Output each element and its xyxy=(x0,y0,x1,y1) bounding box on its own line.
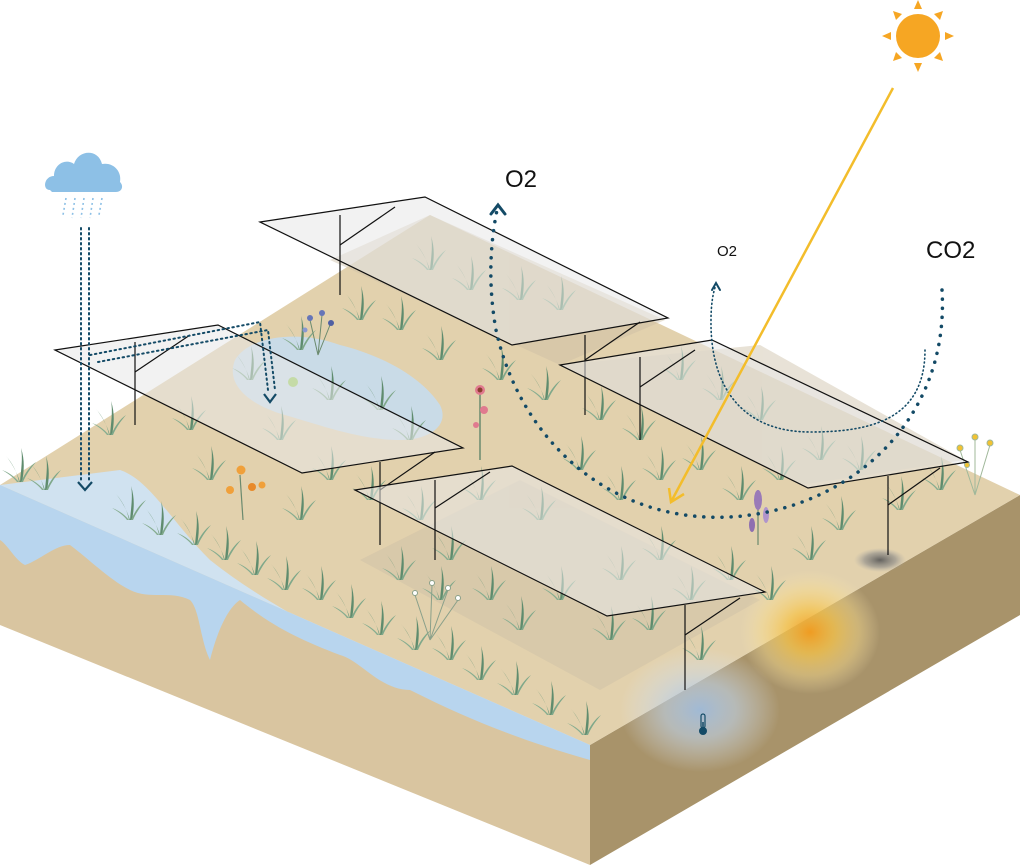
o2-large-label: O2 xyxy=(505,166,537,193)
thermometer-icon xyxy=(699,713,707,735)
o2-small-arc xyxy=(710,284,926,433)
coneflower xyxy=(473,385,488,460)
water-stream xyxy=(0,470,590,760)
solar-panels xyxy=(53,196,970,690)
blue-flowers xyxy=(302,310,334,356)
solar-panel-4 xyxy=(353,465,767,690)
o2-small-label: O2 xyxy=(717,243,737,260)
rain-flow-arrows xyxy=(80,227,276,481)
cool-zone xyxy=(620,648,780,772)
purple-lavender xyxy=(749,490,769,545)
heat-zone xyxy=(740,570,880,694)
o2-large-arc xyxy=(489,208,945,519)
sun-ray-arrowhead xyxy=(667,487,685,505)
solar-panel-3 xyxy=(558,339,970,555)
sun-ray xyxy=(670,87,895,501)
gas-exchange-arrows xyxy=(489,202,945,519)
rain-arrow-heads xyxy=(77,393,277,492)
yellow-flowers xyxy=(956,433,994,496)
wildflowers xyxy=(226,310,994,641)
white-flowers xyxy=(412,580,461,641)
solar-panel-1 xyxy=(258,196,670,415)
o2-large-arrowhead xyxy=(489,202,507,216)
co2-label: CO2 xyxy=(926,237,975,264)
sun-icon xyxy=(882,0,954,72)
solar-panel-2 xyxy=(53,324,465,545)
o2-small-arrowhead xyxy=(711,280,721,291)
wet-spot xyxy=(854,548,906,572)
rain-cloud-icon xyxy=(45,152,123,219)
orange-flowers xyxy=(226,465,266,521)
